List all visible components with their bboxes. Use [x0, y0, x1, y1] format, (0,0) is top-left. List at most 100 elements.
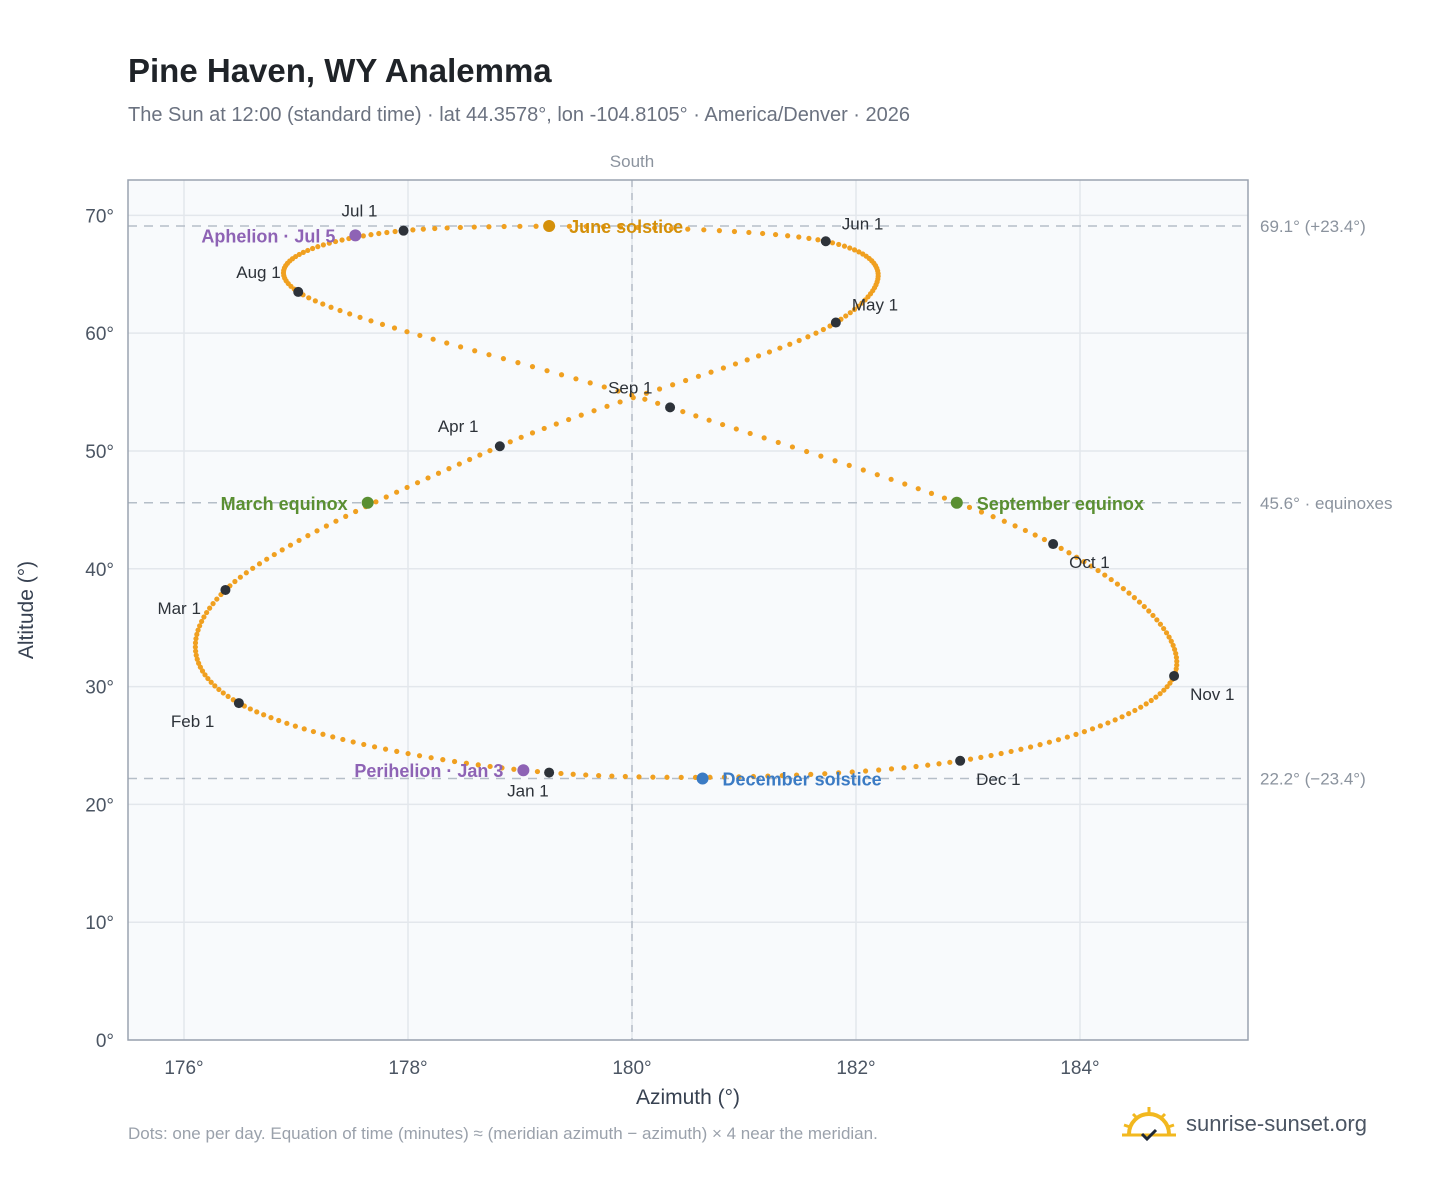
- daily-dot: [457, 224, 463, 231]
- daily-dot: [192, 640, 199, 646]
- daily-dot: [978, 754, 984, 760]
- daily-dot: [471, 224, 477, 230]
- daily-dot: [405, 750, 411, 757]
- event-marker-dot: [361, 496, 374, 509]
- brand-logo[interactable]: sunrise-sunset.org: [1120, 1100, 1367, 1148]
- x-tick-label: 180°: [612, 1058, 651, 1079]
- daily-dot: [212, 683, 218, 689]
- daily-dot: [650, 774, 656, 780]
- daily-dot: [1022, 527, 1028, 534]
- daily-dot: [855, 303, 861, 309]
- daily-dot: [847, 245, 853, 251]
- daily-dot: [652, 225, 658, 231]
- daily-dot: [1073, 554, 1080, 560]
- daily-dot: [1037, 742, 1043, 748]
- daily-dot: [305, 533, 311, 539]
- daily-dot: [446, 466, 452, 472]
- daily-dot: [615, 388, 621, 394]
- daily-dot: [305, 247, 311, 254]
- daily-dot: [428, 755, 434, 761]
- daily-dot: [208, 679, 214, 685]
- daily-dot: [656, 386, 663, 392]
- reference-lines: 69.1° (+23.4°) 45.6° · equinoxes 22.2° (−2…: [128, 180, 1393, 1040]
- daily-dot: [941, 495, 948, 501]
- daily-dot: [731, 228, 738, 235]
- daily-dot: [323, 523, 329, 529]
- daily-dot: [1055, 737, 1062, 743]
- reference-line-label: 69.1° (+23.4°): [1260, 217, 1366, 236]
- y-tick-label: 0°: [96, 1031, 114, 1052]
- daily-dot: [766, 349, 773, 355]
- daily-dot: [1120, 586, 1126, 592]
- daily-dot: [874, 472, 880, 478]
- daily-dot: [573, 376, 579, 382]
- daily-dot: [1105, 720, 1111, 726]
- daily-dot: [332, 238, 339, 245]
- daily-dot: [444, 225, 450, 231]
- daily-dot: [201, 614, 207, 620]
- daily-dot: [220, 690, 226, 696]
- daily-dot: [888, 766, 895, 772]
- daily-dot: [925, 762, 931, 768]
- daily-dot: [915, 486, 921, 492]
- daily-dot: [860, 467, 866, 473]
- daily-dot: [966, 504, 973, 510]
- daily-dot: [805, 334, 811, 340]
- daily-dot: [642, 396, 648, 402]
- event-marker-dot: [517, 764, 530, 777]
- month-marker-label: Dec 1: [976, 770, 1020, 789]
- daily-dot: [373, 499, 379, 505]
- daily-dot: [193, 648, 199, 654]
- daily-dot: [693, 413, 699, 419]
- daily-dot: [668, 225, 674, 232]
- daily-dot: [859, 300, 865, 306]
- daily-dot: [414, 480, 421, 486]
- daily-dot: [583, 772, 589, 778]
- daily-dot: [1008, 748, 1014, 755]
- daily-dot: [202, 672, 208, 678]
- month-marker-label: Jan 1: [507, 782, 549, 801]
- daily-dot: [456, 461, 462, 467]
- daily-dot: [558, 770, 564, 777]
- daily-dot: [384, 229, 390, 236]
- daily-dot: [310, 245, 316, 252]
- daily-dot: [296, 537, 302, 544]
- daily-dot: [1046, 739, 1052, 745]
- daily-dot: [192, 644, 198, 650]
- daily-dot: [978, 509, 985, 515]
- daily-dot: [463, 760, 469, 766]
- sun-logo-icon: [1122, 1107, 1176, 1142]
- reference-line-label: 45.6° · equinoxes: [1260, 494, 1393, 513]
- daily-dot: [851, 306, 858, 313]
- daily-dot: [846, 462, 852, 468]
- daily-dot: [1081, 559, 1087, 565]
- daily-dot: [320, 731, 326, 737]
- event-marker-label: March equinox: [221, 494, 348, 514]
- month-marker-dot: [665, 402, 676, 413]
- x-tick-label: 178°: [388, 1058, 427, 1079]
- daily-dot: [695, 373, 702, 379]
- daily-dot: [284, 720, 290, 726]
- chart-subtitle: The Sun at 12:00 (standard time) · lat 4…: [128, 104, 910, 126]
- daily-dot: [736, 774, 742, 780]
- daily-dot: [379, 321, 386, 328]
- daily-dot: [196, 660, 202, 666]
- daily-dot: [1095, 567, 1101, 574]
- daily-dot: [1097, 723, 1103, 729]
- daily-dot: [207, 605, 213, 611]
- daily-dot: [216, 686, 222, 693]
- daily-dot: [744, 357, 750, 363]
- daily-dot: [360, 233, 366, 239]
- daily-dot: [326, 240, 332, 246]
- daily-dot: [796, 234, 802, 240]
- daily-dot: [339, 237, 345, 243]
- daily-dot: [775, 439, 781, 446]
- daily-dot: [343, 513, 349, 519]
- daily-dot: [818, 453, 824, 459]
- daily-dot: [706, 417, 712, 423]
- daily-dot: [500, 356, 507, 362]
- daily-dot: [988, 752, 994, 759]
- daily-dot: [1114, 581, 1121, 587]
- daily-dot: [860, 251, 866, 257]
- daily-dot: [472, 348, 478, 354]
